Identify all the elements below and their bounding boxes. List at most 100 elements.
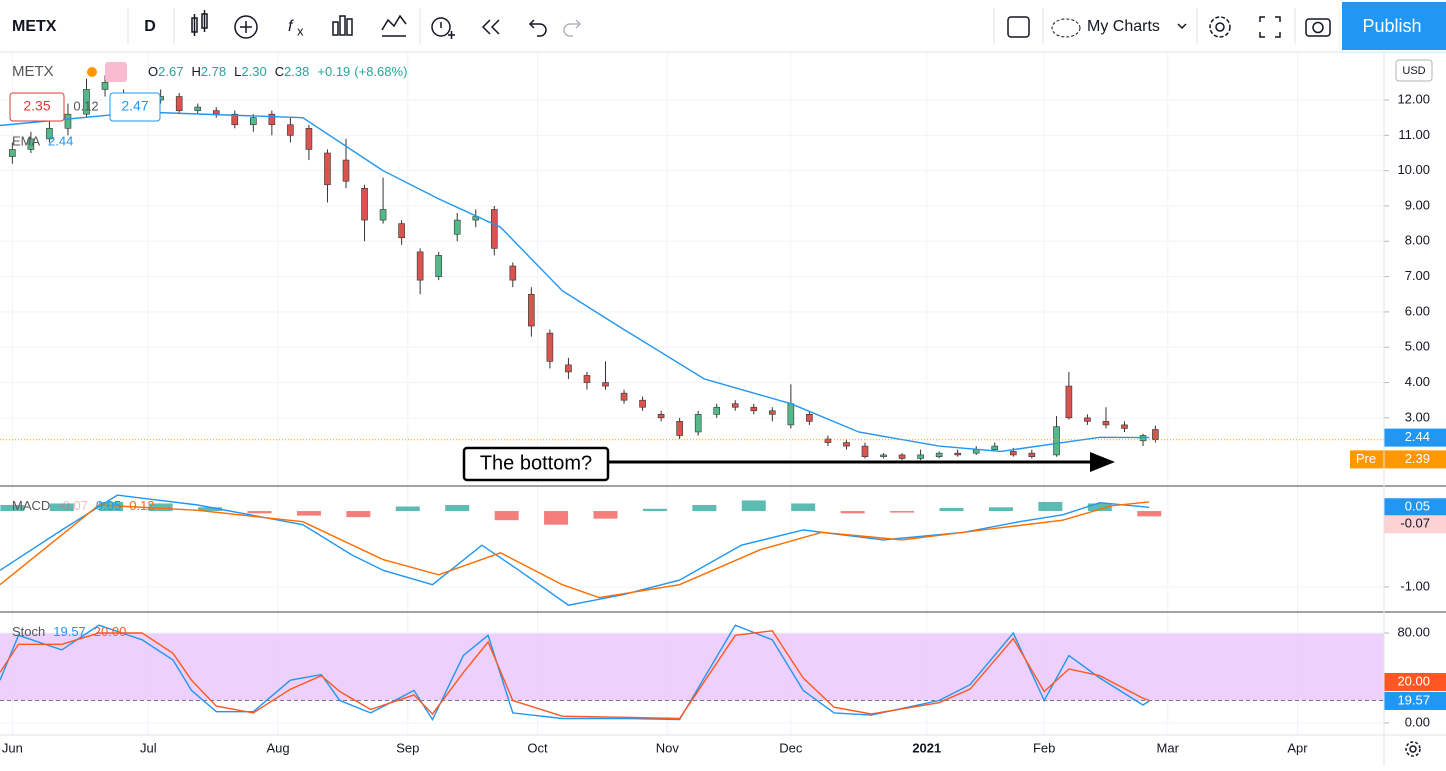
redo-button[interactable] bbox=[563, 19, 582, 37]
layout-menu[interactable] bbox=[1177, 23, 1187, 30]
histogram-bar bbox=[890, 511, 915, 513]
symbol-search[interactable]: METX bbox=[12, 18, 57, 35]
candle-body bbox=[490, 209, 498, 249]
candle-body bbox=[194, 106, 202, 111]
candle-body bbox=[898, 454, 906, 459]
ask-box[interactable] bbox=[109, 92, 161, 122]
legend-item: 2.38 bbox=[284, 64, 309, 79]
pre-label: Pre bbox=[1356, 451, 1376, 466]
x-tick-label: Aug bbox=[266, 740, 289, 755]
indicators-button[interactable]: f bbox=[288, 18, 294, 35]
candle-body bbox=[528, 293, 535, 327]
histogram-bar bbox=[395, 506, 420, 512]
x-tick-label: Jul bbox=[140, 740, 157, 755]
compare-button[interactable] bbox=[234, 15, 258, 39]
settings-icon[interactable] bbox=[1405, 741, 1421, 757]
settings-button[interactable] bbox=[1209, 16, 1231, 38]
legend-item: 0.05 bbox=[96, 498, 121, 513]
candle-body bbox=[917, 454, 924, 459]
candle-body bbox=[361, 188, 368, 221]
templates-button[interactable] bbox=[332, 15, 353, 36]
histogram-bar bbox=[741, 500, 766, 512]
currency-box[interactable] bbox=[1395, 59, 1433, 82]
candle-body bbox=[1065, 385, 1073, 419]
alert-button[interactable] bbox=[431, 17, 455, 39]
stoch-d-axis-label-box bbox=[1384, 672, 1446, 691]
ask: 2.47 bbox=[121, 98, 148, 114]
macd-axis-label: 0.05 bbox=[1405, 499, 1430, 514]
arrow-head bbox=[1090, 452, 1115, 472]
y-tick-label: 7.00 bbox=[1405, 268, 1430, 283]
y-tick-label: 80.00 bbox=[1397, 624, 1430, 639]
x-tick-label: Feb bbox=[1033, 740, 1055, 755]
candle-body bbox=[806, 414, 813, 422]
candle-body bbox=[991, 445, 999, 450]
chart-type-button[interactable] bbox=[191, 10, 208, 36]
x-tick-label: Jun bbox=[2, 740, 23, 755]
histogram-bar bbox=[593, 511, 618, 519]
candle-body bbox=[843, 442, 850, 447]
stoch-legend: Stoch 19.57 20.00 bbox=[12, 624, 126, 639]
bid-box[interactable] bbox=[9, 92, 65, 122]
candle-body bbox=[1152, 429, 1159, 441]
ema-legend-value: 2.44 bbox=[48, 133, 73, 148]
annotation: The bottom? bbox=[462, 446, 1115, 482]
y-tick-label: 10.00 bbox=[1397, 162, 1430, 177]
replay-button[interactable] bbox=[481, 19, 500, 35]
candle-body bbox=[268, 113, 276, 126]
y-tick-label: 5.00 bbox=[1405, 339, 1430, 354]
fullscreen-button[interactable] bbox=[1259, 16, 1281, 38]
x-tick-label: Apr bbox=[1287, 740, 1308, 755]
stoch-d-axis-label: 20.00 bbox=[1397, 673, 1430, 688]
candle-body bbox=[287, 124, 294, 136]
histogram-bar bbox=[791, 503, 816, 512]
candle-body bbox=[824, 438, 832, 443]
histogram-bar bbox=[692, 504, 717, 512]
candle-body bbox=[546, 332, 554, 362]
candle-body bbox=[935, 452, 943, 457]
histogram-bar bbox=[939, 508, 964, 512]
candle-body bbox=[27, 138, 35, 150]
publish-label[interactable]: Publish bbox=[1362, 16, 1421, 36]
histogram-bar bbox=[445, 504, 470, 512]
histogram-bar bbox=[99, 501, 124, 512]
ohlc-legend: O2.67 H2.78 L2.30 C2.38 +0.19 (+8.68%) bbox=[148, 64, 407, 79]
legend-item: 2.30 bbox=[241, 64, 266, 79]
snapshot-button[interactable] bbox=[1305, 18, 1331, 37]
hist-axis-label-box bbox=[1384, 515, 1446, 534]
interval[interactable]: D bbox=[144, 18, 156, 35]
candle-body bbox=[583, 375, 591, 383]
stoch-k-axis-label-box bbox=[1384, 691, 1446, 710]
candle-body bbox=[1028, 452, 1036, 457]
candle-body bbox=[453, 219, 461, 235]
legend-item: (+8.68%) bbox=[354, 64, 407, 79]
select-layout-button[interactable] bbox=[1007, 16, 1030, 38]
candle-body bbox=[861, 445, 869, 457]
histogram-bar bbox=[840, 511, 865, 514]
ema-axis-label-box bbox=[1384, 428, 1446, 447]
candle-body bbox=[83, 89, 90, 115]
annotation-text: The bottom? bbox=[480, 452, 592, 474]
legend-item: 19.57 bbox=[53, 624, 86, 639]
x-tick-label: Mar bbox=[1157, 740, 1180, 755]
candle-body bbox=[787, 403, 795, 426]
legend-item: 0.12 bbox=[129, 498, 154, 513]
strategies-button[interactable] bbox=[381, 14, 407, 37]
candle-body bbox=[212, 110, 220, 115]
candle-body bbox=[1121, 424, 1128, 429]
indicators-button[interactable]: x bbox=[297, 23, 304, 38]
pre-value: 2.39 bbox=[1405, 451, 1430, 466]
histogram-bar bbox=[1087, 503, 1112, 512]
y-tick-label: 4.00 bbox=[1405, 374, 1430, 389]
hist-axis-label: -0.07 bbox=[1400, 516, 1430, 531]
y-tick-label: 3.00 bbox=[1405, 409, 1430, 424]
histogram-bar bbox=[988, 507, 1013, 512]
undo-button[interactable] bbox=[528, 19, 547, 37]
publish-button[interactable] bbox=[1342, 2, 1446, 50]
layout-name[interactable]: My Charts bbox=[1087, 18, 1160, 35]
histogram-bar bbox=[49, 503, 74, 512]
candle-body bbox=[231, 113, 239, 126]
histogram-bar bbox=[247, 511, 272, 514]
legend-item: 2.67 bbox=[158, 64, 183, 79]
candle-body bbox=[713, 406, 721, 415]
